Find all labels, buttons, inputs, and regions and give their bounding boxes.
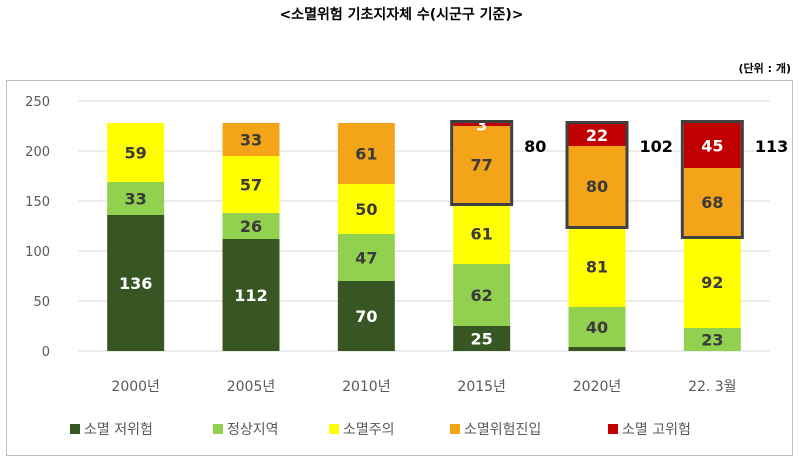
- y-tick-label: 150: [25, 195, 50, 210]
- data-label: 112: [234, 286, 267, 305]
- bar-segment: [683, 123, 741, 168]
- legend-label: 소멸주의: [343, 422, 395, 438]
- x-tick-label: 2020년: [573, 379, 622, 395]
- data-label: 25: [471, 330, 493, 349]
- bar-segment: [453, 203, 511, 264]
- data-label: 50: [355, 200, 377, 219]
- y-tick-label: 200: [25, 145, 50, 160]
- bar-segment: [453, 326, 511, 351]
- chart-title: <소멸위험 기초지자체 수(시군구 기준)>: [279, 7, 524, 23]
- legend-swatch: [213, 424, 223, 434]
- y-tick-label: 0: [42, 345, 50, 360]
- bar-segment: [222, 123, 280, 156]
- unit-label: (단위 : 개): [738, 62, 791, 75]
- data-label: 33: [240, 131, 262, 150]
- risk-box: [450, 120, 514, 206]
- risk-box: [565, 121, 629, 229]
- data-label: 26: [240, 217, 262, 236]
- risk-total-label: 80: [524, 137, 546, 156]
- bar-segment: [453, 264, 511, 326]
- data-label: 92: [701, 273, 723, 292]
- x-tick-label: 2005년: [227, 379, 276, 395]
- risk-total-label: 102: [640, 137, 673, 156]
- risk-total-label: 113: [755, 137, 788, 156]
- legend-label: 정상지역: [227, 422, 279, 438]
- data-label: 80: [586, 177, 608, 196]
- bar-segment: [568, 347, 626, 351]
- data-label: 45: [701, 137, 723, 156]
- data-label: 77: [471, 156, 493, 175]
- x-tick-label: 22. 3월: [688, 379, 737, 395]
- bar-segment: [107, 182, 165, 215]
- data-label: 68: [701, 193, 723, 212]
- bar-segment: [453, 126, 511, 203]
- bar-segment: [683, 168, 741, 236]
- legend-label: 소멸위험진입: [464, 422, 541, 438]
- bar-segment: [222, 156, 280, 213]
- data-label: 47: [355, 249, 377, 268]
- bar-segment: [568, 124, 626, 146]
- data-label: 81: [586, 258, 608, 277]
- bar-segment: [337, 123, 395, 184]
- legend-label: 소멸 저위험: [84, 422, 153, 438]
- data-label: 23: [701, 331, 723, 350]
- chart-frame: [6, 80, 793, 456]
- bar-segment: [683, 236, 741, 328]
- bar-segment: [337, 184, 395, 234]
- data-label: 40: [586, 318, 608, 337]
- bar-segment: [337, 281, 395, 351]
- bar-segment: [453, 123, 511, 126]
- legend-label: 소멸 고위험: [622, 422, 691, 438]
- y-tick-label: 250: [25, 95, 50, 110]
- data-label: 3: [476, 116, 487, 135]
- x-tick-label: 2000년: [111, 379, 160, 395]
- legend-swatch: [608, 424, 618, 434]
- bar-segment: [568, 307, 626, 347]
- data-label: 59: [125, 144, 147, 163]
- bar-segment: [107, 215, 165, 351]
- risk-box: [680, 120, 744, 239]
- bar-segment: [568, 226, 626, 307]
- data-label: 70: [355, 307, 377, 326]
- legend-swatch: [70, 424, 80, 434]
- y-tick-label: 100: [25, 245, 50, 260]
- data-label: 33: [125, 190, 147, 209]
- data-label: 62: [471, 286, 493, 305]
- bar-segment: [222, 213, 280, 239]
- bar-segment: [337, 234, 395, 281]
- data-label: 61: [355, 145, 377, 164]
- legend-swatch: [329, 424, 339, 434]
- bar-segment: [222, 239, 280, 351]
- x-tick-label: 2010년: [342, 379, 391, 395]
- bar-segment: [568, 146, 626, 226]
- bar-segment: [683, 328, 741, 351]
- bar-segment: [107, 123, 165, 182]
- data-label: 57: [240, 176, 262, 195]
- data-label: 22: [586, 126, 608, 145]
- data-label: 136: [119, 274, 152, 293]
- x-tick-label: 2015년: [457, 379, 506, 395]
- data-label: 61: [471, 225, 493, 244]
- legend-swatch: [450, 424, 460, 434]
- y-tick-label: 50: [33, 295, 50, 310]
